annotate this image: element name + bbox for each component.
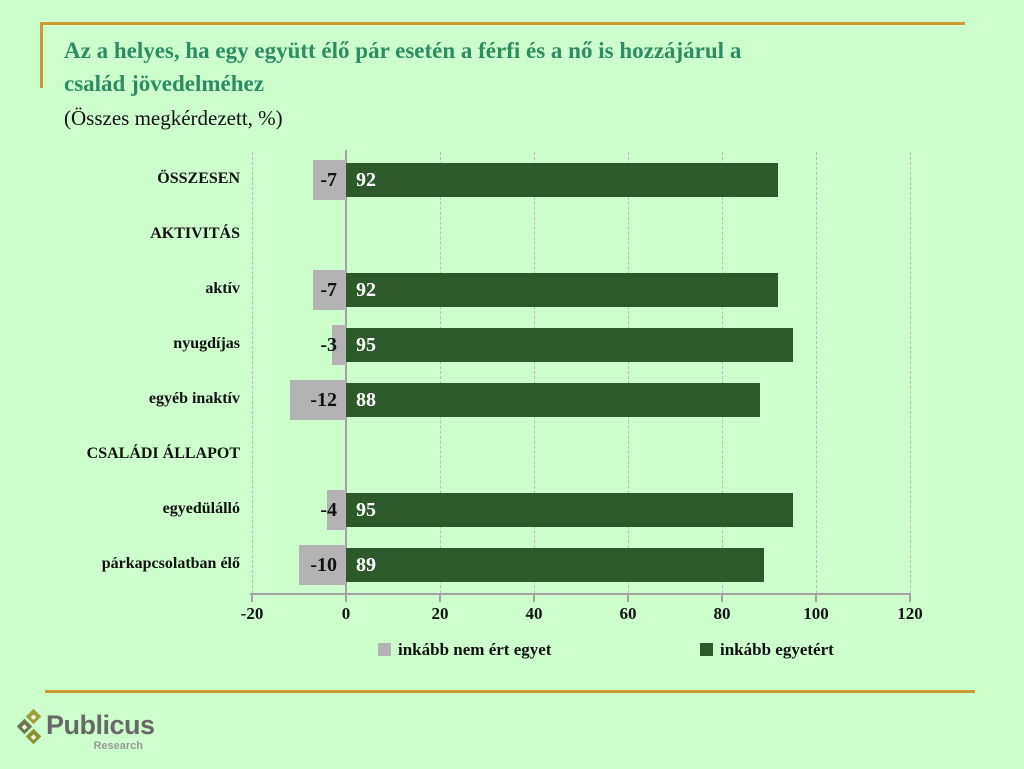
publicus-logo-icon [16,708,46,746]
bar-value-negative: -10 [310,554,337,576]
axis-tick--20 [251,593,253,602]
logo-text: Publicus [46,710,155,740]
axis-tick-20 [439,593,441,602]
legend-label-disagree: inkább nem ért egyet [398,640,552,659]
category-label: egyéb inaktív [148,390,240,407]
category-label: nyugdíjas [173,335,240,352]
bar-negative [331,325,346,365]
x-tick-label: 0 [341,604,351,623]
bar-negative [289,380,346,420]
category-label: egyedülálló [162,500,240,517]
legend-swatch-green [700,643,713,656]
gridline--20 [252,152,253,593]
logo-subtext: Research [93,740,143,752]
bar-chart: -20 0 20 40 60 80 100 120 ÖSSZESEN -7 92 AKTIVITÁS a… [0,150,1024,650]
category-label: párkapcsolatban élő [101,555,240,572]
page-title-line-1: Az a helyes, ha egy együtt élő pár eseté… [64,38,742,63]
axis-tick-100 [815,593,817,602]
page-title-line-2: család jövedelméhez [64,71,264,96]
axis-tick-40 [533,593,535,602]
x-tick-label: -20 [240,604,264,623]
gridline-120 [910,152,911,593]
logo-diamond-bottom [25,728,42,745]
bar-value-negative: -7 [320,169,337,191]
x-tick-label: 20 [431,604,449,623]
legend-item-agree: inkább egyetért [700,640,834,662]
bar-value-positive: 92 [356,169,376,191]
axis-tick-60 [627,593,629,602]
bar-negative [313,160,346,200]
bar-value-negative: -4 [320,499,337,521]
bar-value-negative: -12 [310,389,337,411]
x-tick-label: 120 [897,604,923,623]
category-label: CSALÁDI ÁLLAPOT [86,445,240,462]
bar-positive [346,548,765,582]
x-tick-label: 40 [525,604,543,623]
bar-value-negative: -7 [320,279,337,301]
top-accent-line [40,22,965,25]
category-label: ÖSSZESEN [157,170,240,187]
category-label: AKTIVITÁS [150,225,240,242]
axis-tick-80 [721,593,723,602]
bar-value-negative: -3 [320,334,337,356]
bottom-accent-line [45,690,975,693]
category-label: aktív [205,280,240,297]
axis-tick-120 [909,593,911,602]
bar-value-positive: 89 [356,554,376,576]
bar-positive [346,328,793,362]
x-tick-label: 80 [713,604,731,623]
gridline-60 [628,152,629,593]
legend-item-disagree: inkább nem ért egyet [378,640,551,662]
bar-value-positive: 95 [356,499,376,521]
bar-positive [346,163,779,197]
gridline-100 [816,152,817,593]
bar-negative [313,270,346,310]
bar-positive [346,383,760,417]
bar-positive [346,273,779,307]
bar-value-positive: 88 [356,389,376,411]
legend-label-agree: inkább egyetért [720,640,834,659]
gridline-40 [534,152,535,593]
bar-negative [327,490,346,530]
gridline-20 [440,152,441,593]
bar-positive [346,493,793,527]
bar-negative [299,545,346,585]
x-axis-line [250,593,911,595]
bar-value-positive: 95 [356,334,376,356]
chart-header: Az a helyes, ha egy együtt élő pár eseté… [64,34,964,133]
gridline-80 [722,152,723,593]
page-subtitle: (Összes megkérdezett, %) [64,106,283,130]
zero-axis-line [345,150,347,602]
left-accent-line [40,22,43,88]
bar-value-positive: 92 [356,279,376,301]
x-tick-label: 100 [803,604,829,623]
x-tick-label: 60 [619,604,637,623]
legend-swatch-gray [378,643,391,656]
